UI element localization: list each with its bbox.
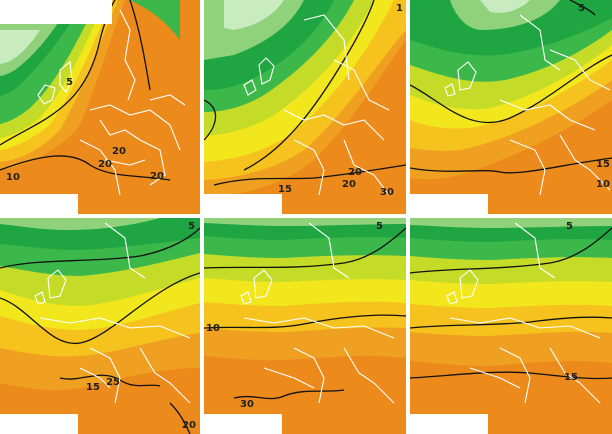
contour-label: 5 <box>578 3 585 14</box>
map-panel-5: 5 10 30 <box>204 218 406 434</box>
contour-label: 20 <box>342 179 356 190</box>
contour-label: 10 <box>206 323 220 334</box>
map-panel-3: 5 15 10 <box>410 0 612 214</box>
contour-label: 5 <box>376 221 383 232</box>
contour-label: 30 <box>240 399 254 410</box>
map-panel-2: 1 15 20 20 30 <box>204 0 406 214</box>
panel-label-bottom <box>0 414 78 434</box>
map-panel-1: 5 10 20 20 20 <box>0 0 200 214</box>
contour-label: 20 <box>112 146 126 157</box>
temperature-field <box>0 218 200 434</box>
map-panel-6: 5 15 <box>410 218 612 434</box>
panel-label-bottom <box>0 194 78 214</box>
contour-label: 20 <box>150 171 164 182</box>
contour-label: 30 <box>380 187 394 198</box>
temperature-field <box>0 0 200 214</box>
panel-label-bottom <box>410 194 488 214</box>
temperature-field <box>410 0 612 214</box>
contour-label: 20 <box>182 420 196 431</box>
temperature-field <box>204 218 406 434</box>
panel-label-bottom <box>204 194 282 214</box>
contour-label: 15 <box>86 382 100 393</box>
contour-label: 15 <box>564 372 578 383</box>
contour-label: 15 <box>596 159 610 170</box>
contour-label: 5 <box>188 221 195 232</box>
contour-label: 5 <box>566 221 573 232</box>
temperature-field <box>204 0 406 214</box>
contour-label: 15 <box>278 184 292 195</box>
contour-label: 25 <box>106 377 120 388</box>
map-panel-4: 5 15 25 20 <box>0 218 200 434</box>
contour-label: 1 <box>396 3 403 14</box>
panel-label-bottom <box>204 414 282 434</box>
contour-label: 20 <box>348 167 362 178</box>
contour-label: 10 <box>596 179 610 190</box>
contour-label: 10 <box>6 172 20 183</box>
panel-label-bottom <box>410 414 488 434</box>
temperature-field <box>410 218 612 434</box>
panel-label-top <box>0 0 112 24</box>
contour-label: 20 <box>98 159 112 170</box>
contour-label: 5 <box>66 77 73 88</box>
